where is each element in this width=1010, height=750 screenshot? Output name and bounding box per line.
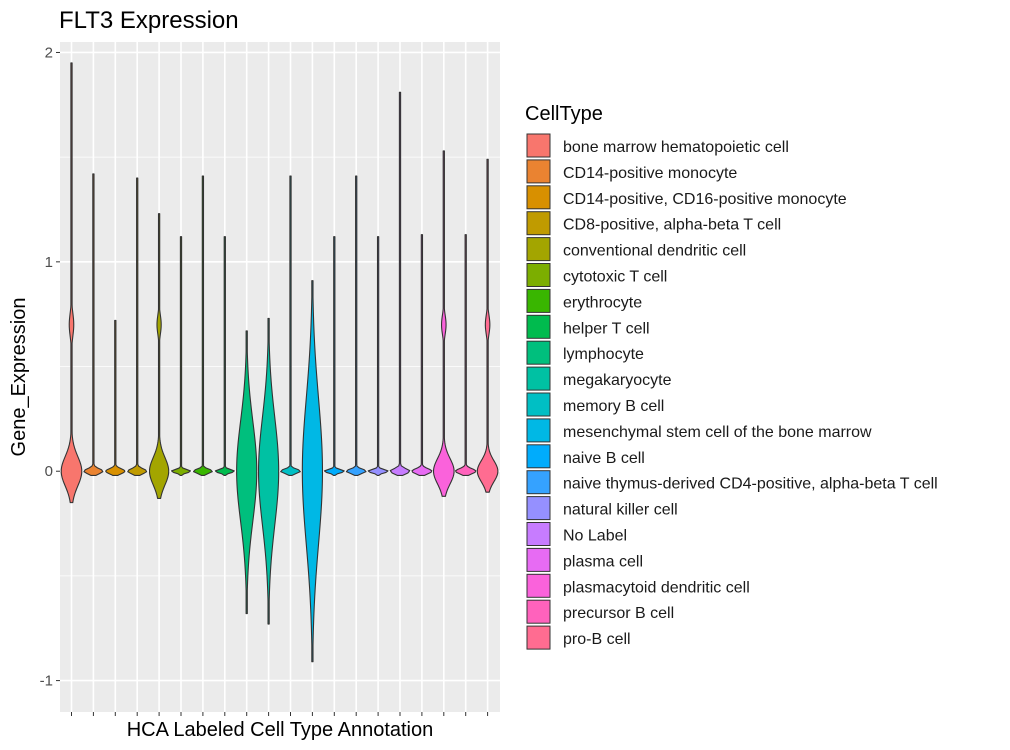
legend-label: memory B cell [563,398,664,415]
legend-label: pro-B cell [563,631,631,648]
legend-label: mesenchymal stem cell of the bone marrow [563,424,872,441]
violin-plasma-cell [411,234,433,476]
violin-plasmacytoid-dendritic-cell [432,150,455,497]
violin-cd14-positive-monocyte [83,173,104,476]
legend-label: erythrocyte [563,294,642,311]
violin-no-label [389,91,411,476]
legend-key [526,288,551,313]
violin-conventional-dendritic-cell [148,213,170,499]
y-axis: -1 0 1 2 [40,44,60,690]
legend-key [526,185,551,210]
legend-label: No Label [563,528,627,545]
violin-precursor-b-cell [454,234,477,476]
legend-key [526,159,551,184]
legend-label: naive B cell [563,450,645,467]
legend-label: lymphocyte [563,346,644,363]
chart-title: FLT3 Expression [59,7,239,34]
legend-key [526,625,551,650]
y-tick-label: 0 [45,463,53,480]
legend-label: helper T cell [563,320,650,337]
violin-naive-b-cell [323,236,345,476]
legend-key [526,496,551,521]
legend-label: bone marrow hematopoietic cell [563,139,789,156]
plot-panel [60,42,500,712]
legend-title: CellType [525,103,603,125]
violin-memory-b-cell [280,175,301,476]
legend-key [526,444,551,469]
legend-label: naive thymus-derived CD4-positive, alpha… [563,476,938,493]
violins [60,62,499,663]
legend-key [526,418,551,443]
x-axis-label: HCA Labeled Cell Type Annotation [127,719,434,741]
y-tick-label: -1 [40,673,53,690]
legend-label: megakaryocyte [563,372,672,389]
violin-helper-t-cell [214,236,235,476]
violin-pro-b-cell [476,158,499,493]
legend-label: precursor B cell [563,605,674,622]
legend-label: cytotoxic T cell [563,269,667,286]
legend-key [526,263,551,287]
legend-key [526,211,551,236]
violin-cytotoxic-t-cell [170,236,192,476]
y-axis-label: Gene_Expression [8,298,30,457]
y-tick-label: 2 [45,44,53,61]
legend-key [526,392,551,417]
legend-key [526,573,551,598]
legend-key [526,547,551,572]
legend-key [526,237,551,262]
legend-key [526,599,551,624]
violin-megakaryocyte [257,317,280,625]
x-axis [71,712,489,716]
violin-mesenchymal-stem-cell-of-the-bone-marrow [301,280,324,663]
legend-label: CD14-positive monocyte [563,165,737,182]
legend: CellType bone marrow hematopoietic cell C… [525,103,938,650]
legend-label: plasma cell [563,553,643,570]
violin-naive-thymus-derived-cd4-positive-alpha-beta-t-cell [345,175,367,476]
legend-label: conventional dendritic cell [563,243,746,260]
legend-label: CD14-positive, CD16-positive monocyte [563,191,847,208]
violin-natural-killer-cell [367,236,389,476]
y-tick-label: 1 [45,254,53,271]
legend-key [526,314,551,339]
legend-label: plasmacytoid dendritic cell [563,579,750,596]
violin-cd8-positive-alpha-beta-t-cell [127,177,148,476]
legend-key [526,366,551,391]
violin-bone-marrow-hematopoietic-cell [60,62,83,504]
violin-erythrocyte [192,175,213,476]
violin-cd14-positive-cd16-positive-monocyte [105,319,126,476]
legend-label: natural killer cell [563,502,678,519]
legend-key [526,133,551,158]
legend-key [526,340,551,365]
legend-key [526,522,551,546]
violin-lymphocyte [236,330,258,615]
legend-label: CD8-positive, alpha-beta T cell [563,217,781,234]
legend-key [526,470,551,495]
